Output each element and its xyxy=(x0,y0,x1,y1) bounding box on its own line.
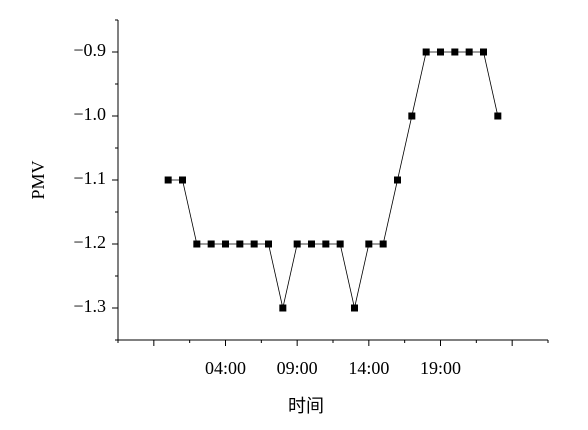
data-point xyxy=(408,112,416,120)
data-point xyxy=(351,304,358,312)
data-point xyxy=(265,240,272,248)
y-tick-label: −1.2 xyxy=(73,232,106,252)
x-axis-label: 时间 xyxy=(288,396,324,416)
x-tick-label: 14:00 xyxy=(348,358,389,378)
data-point xyxy=(394,176,401,184)
y-tick-label: −0.9 xyxy=(73,40,106,60)
data-point xyxy=(494,112,502,120)
x-tick-label: 19:00 xyxy=(420,358,461,378)
x-tick-label: 04:00 xyxy=(205,358,246,378)
data-point xyxy=(322,240,330,248)
y-tick-label: −1.3 xyxy=(73,296,106,316)
series-line xyxy=(168,51,499,309)
data-point xyxy=(164,176,172,184)
data-point xyxy=(293,240,301,248)
data-point xyxy=(365,240,373,248)
data-point xyxy=(437,48,444,56)
data-point xyxy=(222,240,229,248)
data-point xyxy=(465,48,473,56)
y-tick-label: −1.1 xyxy=(73,168,106,188)
y-axis-label: PMV xyxy=(28,160,48,199)
data-point xyxy=(336,240,344,248)
data-point xyxy=(179,176,186,184)
data-point xyxy=(422,48,430,56)
data-point xyxy=(451,48,459,56)
y-tick-label: −1.0 xyxy=(73,104,106,124)
data-point xyxy=(250,240,258,248)
data-point xyxy=(236,240,244,248)
data-point xyxy=(379,240,387,248)
data-point xyxy=(279,304,287,312)
data-point xyxy=(193,240,201,248)
data-point xyxy=(308,240,315,248)
data-point xyxy=(207,240,215,248)
data-point xyxy=(480,48,487,56)
x-tick-label: 09:00 xyxy=(277,358,318,378)
